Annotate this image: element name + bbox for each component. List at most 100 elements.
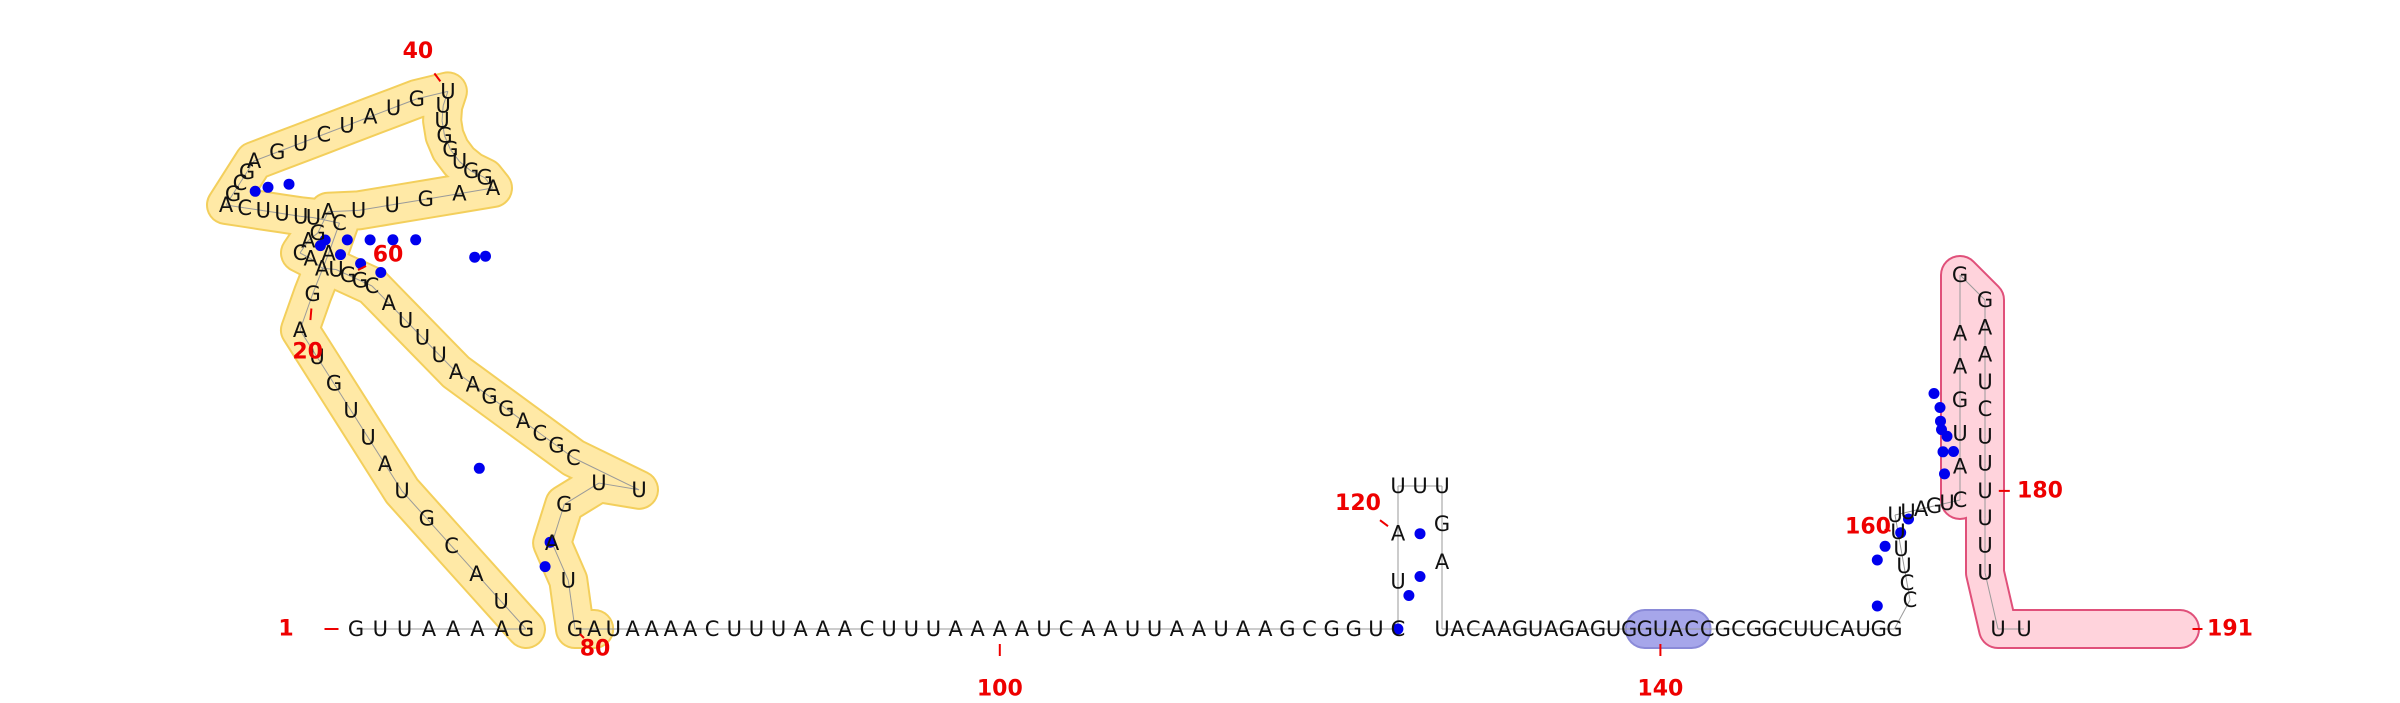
nucleotide: A (1978, 315, 1993, 339)
nucleotide: A (304, 247, 319, 271)
backbone-link (313, 217, 340, 224)
backbone-link (370, 107, 394, 118)
backbone-link (244, 207, 264, 212)
backbone-link (441, 120, 446, 136)
nucleotide: A (1450, 617, 1465, 641)
backbone-link (598, 482, 640, 491)
base-pair-dot (283, 178, 295, 190)
nucleotide: U (398, 308, 413, 332)
backbone-link (438, 354, 457, 373)
base-pair-layer (249, 178, 1959, 635)
nucleotide: G (498, 397, 514, 421)
backbone-link (225, 204, 245, 209)
backbone-link (401, 490, 428, 519)
nucleotide: A (422, 617, 437, 641)
nucleotide: U (1434, 617, 1449, 641)
nucleotide: G (1746, 617, 1762, 641)
nucleotide: G (1977, 288, 1993, 312)
nucleotide: G (1590, 617, 1606, 641)
nucleotide: U (343, 399, 358, 423)
nucleotide: C (1684, 617, 1699, 641)
backbone-link (333, 383, 352, 411)
nucleotide: A (1953, 455, 1968, 479)
position-tick (309, 308, 313, 321)
base-pair-dot (1948, 446, 1959, 457)
base-pair-dot (1937, 446, 1949, 458)
nucleotide: U (274, 202, 289, 226)
backbone-link (450, 149, 460, 162)
backbone-link (392, 198, 426, 206)
nucleotide: A (247, 149, 262, 173)
backbone-link (564, 482, 600, 505)
nucleotide: U (1653, 617, 1668, 641)
backbone-link (253, 151, 278, 162)
nucleotide: U (749, 617, 764, 641)
nucleotide: A (1575, 617, 1590, 641)
backbone-link (1894, 511, 1909, 516)
backbone-link (1906, 582, 1911, 601)
nucleotide: G (436, 124, 452, 148)
nucleotide: U (452, 150, 467, 174)
nucleotide: U (360, 425, 375, 449)
nucleotide: U (631, 478, 646, 502)
position-label: 20 (292, 340, 323, 365)
nucleotide: U (904, 617, 919, 641)
position-tick (357, 265, 367, 271)
nucleotide: A (449, 360, 464, 384)
nucleotide: A (382, 291, 397, 315)
nucleotide: A (315, 256, 330, 280)
nucleotide: U (432, 343, 447, 367)
nucleotide: U (561, 568, 576, 592)
base-pair-dot (1414, 571, 1426, 582)
backbone-link (316, 356, 335, 384)
nucleotide: G (310, 221, 326, 245)
backbone-link (359, 280, 373, 287)
base-pair-dot (1871, 554, 1883, 566)
position-tick (1884, 528, 1891, 532)
nucleotide: C (316, 122, 331, 146)
nucleotide: G (1637, 617, 1653, 641)
nucleotide: G (1886, 617, 1902, 641)
nucleotide: U (1896, 554, 1911, 578)
backbone-link (299, 252, 311, 259)
nucleotide: U (1606, 617, 1621, 641)
nucleotide: G (1926, 494, 1942, 518)
nucleotide: A (645, 617, 660, 641)
nucleotide: U (1528, 617, 1543, 641)
nucleotide: U (1125, 617, 1140, 641)
backbone-link (1907, 508, 1922, 513)
backbone-link (350, 410, 369, 438)
base-pair-dot (335, 249, 346, 261)
nucleotide: G (1323, 617, 1339, 641)
nucleotide: A (1978, 343, 1993, 367)
backbone-link (1893, 599, 1911, 630)
backbone-link (393, 98, 417, 109)
nucleotide: U (1856, 617, 1871, 641)
backbone-link (459, 187, 494, 195)
nucleotide: U (1390, 474, 1405, 498)
nucleotide: A (1482, 617, 1497, 641)
nucleotide: U (1900, 500, 1915, 524)
backbone-link (246, 160, 255, 173)
nucleotide: U (440, 79, 455, 103)
backbone-link (451, 545, 477, 575)
nucleotide: G (567, 617, 583, 641)
position-label: 1 (278, 617, 293, 642)
nucleotide: U (1793, 617, 1808, 641)
nucleotide: A (495, 617, 510, 641)
nucleotide: U (1977, 561, 1992, 585)
nucleotide: G (225, 182, 241, 206)
nucleotide: A (1953, 355, 1968, 379)
base-pair-dot (473, 462, 485, 474)
nucleotide: U (434, 109, 449, 133)
backbone-link (322, 267, 337, 270)
nucleotide: G (1279, 617, 1295, 641)
nucleotide: U (606, 617, 621, 641)
nucleotide: A (446, 617, 461, 641)
backbone-link (347, 274, 361, 281)
nucleotide: A (993, 617, 1008, 641)
backbone-link (300, 133, 324, 144)
backbone-link (263, 210, 283, 214)
nucleotide: C (1391, 617, 1406, 641)
